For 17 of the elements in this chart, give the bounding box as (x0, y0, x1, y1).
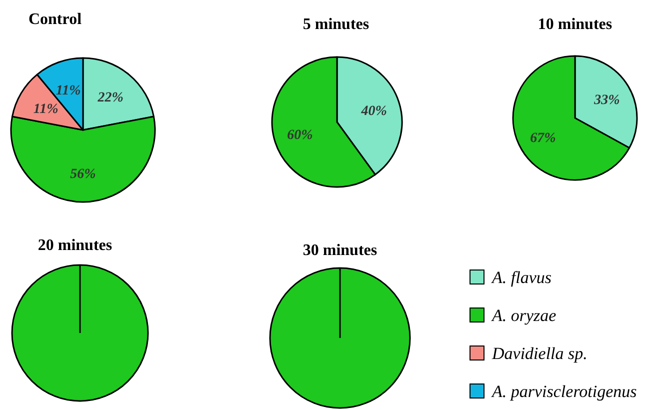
data-label: 67% (530, 130, 556, 146)
legend-label: Davidiella sp. (491, 344, 588, 363)
data-label: 60% (287, 128, 313, 144)
data-label: 11% (56, 83, 81, 98)
data-label: 22% (96, 90, 124, 106)
chart-title: 30 minutes (302, 242, 378, 259)
legend-label: A. parvisclerotigenus (491, 382, 638, 401)
data-label: 11% (33, 102, 58, 118)
data-label: 33% (593, 93, 620, 108)
legend-label: A. flavus (491, 268, 552, 287)
legend-label: A. oryzae (491, 306, 557, 325)
chart-title: 5 minutes (302, 16, 370, 33)
chart-title: Control (28, 11, 82, 28)
data-label: 56% (70, 167, 96, 182)
chart-title: 10 minutes (538, 16, 612, 33)
data-label: 40% (360, 104, 387, 119)
chart-title: 20 minutes (38, 237, 112, 254)
